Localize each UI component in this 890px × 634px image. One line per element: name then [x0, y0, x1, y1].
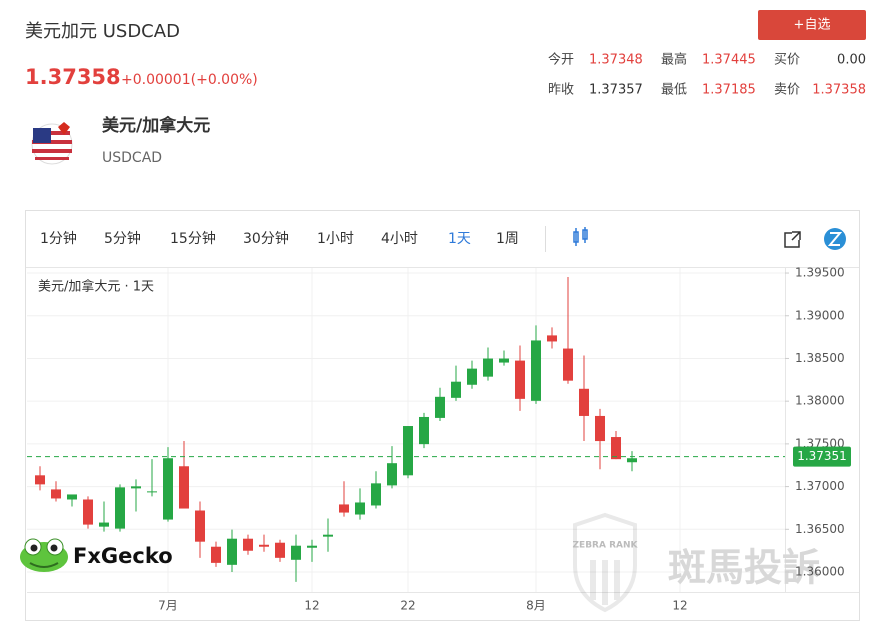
- candle-body: [83, 499, 93, 525]
- x-tick-label: 12: [304, 599, 319, 613]
- candle-body: [243, 538, 253, 551]
- candle-body: [387, 463, 397, 486]
- candle-body: [195, 510, 205, 542]
- timeframe-tab[interactable]: 15分钟: [170, 230, 216, 247]
- candle-body: [467, 368, 477, 385]
- candle-body: [163, 458, 173, 520]
- popout-icon[interactable]: [784, 231, 801, 248]
- candle-body: [355, 502, 365, 515]
- candle-body: [51, 489, 61, 499]
- timeframe-tab[interactable]: 1分钟: [40, 230, 77, 247]
- candle-type-icon[interactable]: [573, 227, 588, 246]
- y-tick-label: 1.38500: [795, 351, 845, 365]
- watermark-zebra: [573, 512, 637, 613]
- x-tick-label: 12: [672, 599, 687, 613]
- y-tick-label: 1.39000: [795, 308, 845, 322]
- candle-body: [179, 466, 189, 509]
- stat-value: 1.37348: [589, 53, 643, 68]
- candle-body: [147, 491, 157, 493]
- y-tick-label: 1.36500: [795, 522, 845, 536]
- candle-body: [115, 487, 125, 529]
- chart-title: 美元/加拿大元 · 1天: [38, 279, 154, 295]
- stat-label: 卖价: [774, 83, 800, 98]
- timeframe-tab[interactable]: 30分钟: [243, 230, 289, 247]
- stat-label: 今开: [548, 52, 574, 68]
- stat-value: 0.00: [837, 53, 866, 68]
- candle-body: [451, 381, 461, 398]
- candle-body: [371, 483, 381, 506]
- stat-label: 昨收: [548, 83, 574, 98]
- candle-body: [99, 522, 109, 527]
- y-tick-label: 1.36000: [795, 565, 845, 579]
- candle-body: [339, 504, 349, 513]
- candle-body: [627, 458, 637, 463]
- candle-body: [611, 437, 621, 460]
- candle-body: [419, 416, 429, 445]
- candle-body: [435, 396, 445, 418]
- candle-body: [259, 544, 269, 547]
- last-price-label: 1.37351: [797, 449, 847, 463]
- instrument-name: 美元/加拿大元: [102, 115, 210, 136]
- watermark-badge: ZEBRA RANK: [573, 541, 639, 551]
- timeframe-tab[interactable]: 1小时: [317, 231, 354, 247]
- candle-body: [403, 426, 413, 476]
- logo-icon[interactable]: [824, 228, 846, 250]
- stat-value: 1.37445: [702, 53, 756, 68]
- flag-icon: [31, 122, 73, 165]
- watermark-gecko-icon: [20, 538, 68, 572]
- candle-body: [531, 340, 541, 401]
- page-title: 美元加元 USDCAD: [25, 21, 180, 42]
- watchlist-button[interactable]: [758, 10, 866, 40]
- candle-body: [67, 494, 77, 500]
- watermark-brand: FxGecko: [73, 544, 173, 568]
- candle-body: [595, 415, 605, 442]
- timeframe-tab[interactable]: 5分钟: [104, 230, 141, 247]
- instrument-code: USDCAD: [102, 150, 162, 166]
- watchlist-button-label[interactable]: +自选: [794, 18, 831, 33]
- chart-panel: [25, 210, 860, 621]
- candle-body: [483, 358, 493, 377]
- candle-body: [499, 358, 509, 363]
- timeframe-tab[interactable]: 4小时: [381, 231, 418, 247]
- candle-body: [211, 546, 221, 563]
- candle-body: [275, 542, 285, 558]
- y-tick-label: 1.39500: [795, 266, 845, 280]
- stat-value: 1.37185: [702, 83, 756, 98]
- candle-body: [323, 534, 333, 537]
- price-change: +0.00001(+0.00%): [121, 72, 258, 88]
- y-tick-label: 1.37000: [795, 479, 845, 493]
- stat-label: 最低: [661, 83, 687, 98]
- watermark-zebra-text: 斑馬投訴: [668, 546, 820, 590]
- candle-body: [547, 335, 557, 342]
- x-tick-label: 8月: [526, 599, 546, 613]
- candle-body: [35, 475, 45, 485]
- x-tick-label: 22: [400, 599, 415, 613]
- stat-value: 1.37357: [589, 83, 643, 98]
- stat-value: 1.37358: [812, 83, 866, 98]
- timeframe-tab[interactable]: 1周: [496, 231, 519, 247]
- x-tick-label: 7月: [158, 599, 178, 613]
- last-price-box: [793, 446, 851, 467]
- stat-label: 买价: [774, 53, 800, 68]
- timeframe-tab[interactable]: 1天: [448, 231, 471, 247]
- candle-body: [579, 388, 589, 416]
- candle-body: [227, 538, 237, 565]
- candle-body: [131, 486, 141, 489]
- price: 1.37358: [25, 65, 121, 89]
- stat-label: 最高: [661, 52, 687, 68]
- y-tick-label: 1.38000: [795, 394, 845, 408]
- candle-body: [563, 348, 573, 381]
- candle-body: [291, 545, 301, 560]
- candle-body: [307, 545, 317, 548]
- candle-body: [515, 360, 525, 399]
